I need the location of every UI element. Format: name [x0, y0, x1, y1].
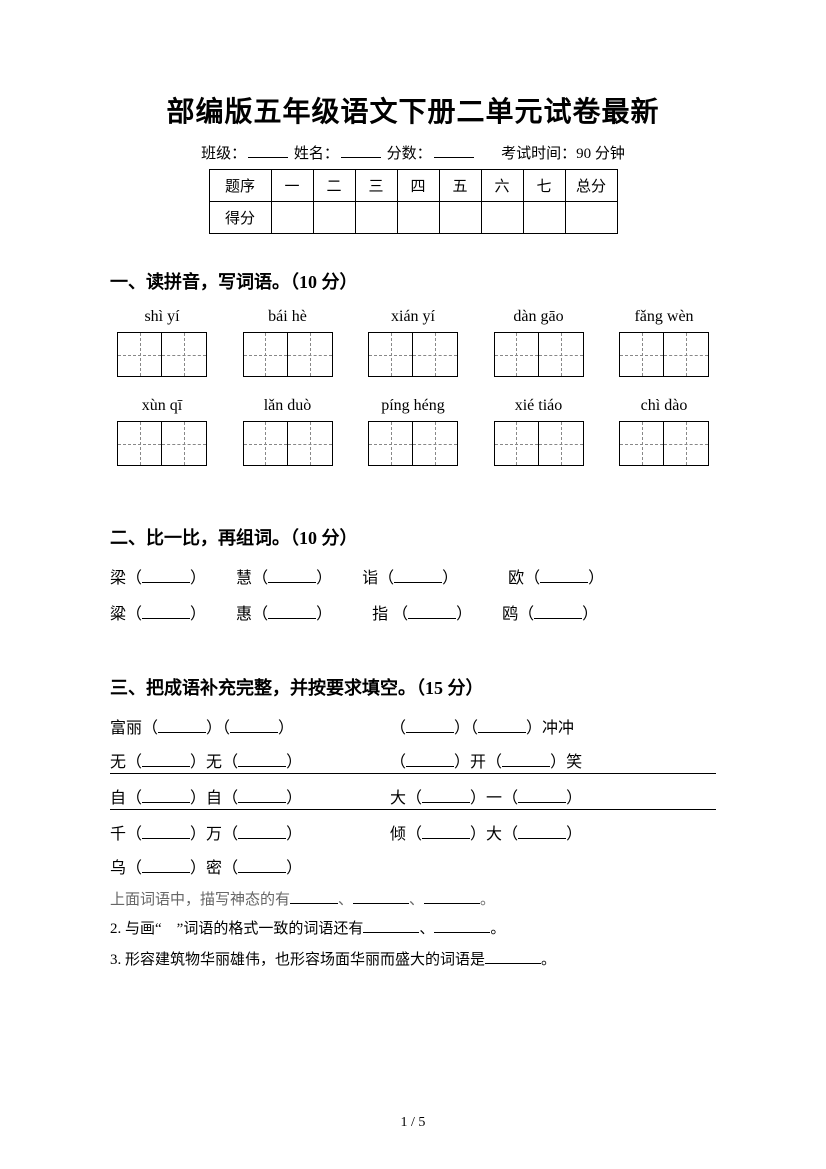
pinyin-row: xùn qī lǎn duò píng héng xié tiáo chì dà… — [110, 397, 716, 415]
pinyin: xùn qī — [110, 397, 214, 415]
score-rowlabel: 得分 — [209, 202, 271, 234]
section3-heading: 三、把成语补充完整，并按要求填空。（15 分） — [110, 674, 716, 700]
tianzige-row — [110, 421, 716, 466]
s2-item: 指 （） — [372, 600, 472, 624]
section1-heading: 一、读拼音，写词语。（10 分） — [110, 268, 716, 294]
tianzige — [288, 332, 333, 377]
score-col: 七 — [523, 170, 565, 202]
score-label: 分数： — [387, 146, 432, 162]
score-col: 三 — [355, 170, 397, 202]
tianzige — [539, 332, 584, 377]
tianzige — [243, 421, 288, 466]
tianzige — [619, 332, 664, 377]
pinyin-row: shì yí bái hè xián yí dàn gāo fǎng wèn — [110, 308, 716, 326]
pinyin: fǎng wèn — [612, 308, 716, 326]
score-cell — [523, 202, 565, 234]
s2-item: 鸥（） — [502, 600, 598, 624]
tianzige — [243, 332, 288, 377]
s2-item: 欧（） — [508, 564, 604, 588]
score-cell — [313, 202, 355, 234]
tianzige — [494, 421, 539, 466]
score-col: 一 — [271, 170, 313, 202]
name-label: 姓名： — [294, 146, 339, 162]
s3-q2: 2. 与画“ ”词语的格式一致的词语还有、。 — [110, 917, 716, 938]
s2-item: 惠（） — [236, 600, 332, 624]
score-cell — [481, 202, 523, 234]
score-col: 二 — [313, 170, 355, 202]
tianzige — [664, 421, 709, 466]
tianzige — [162, 332, 207, 377]
score-col: 六 — [481, 170, 523, 202]
tianzige — [619, 421, 664, 466]
tianzige — [664, 332, 709, 377]
score-cell — [565, 202, 617, 234]
score-hdr: 题序 — [209, 170, 271, 202]
pinyin: shì yí — [110, 308, 214, 326]
tianzige — [368, 421, 413, 466]
s3-q3: 3. 形容建筑物华丽雄伟，也形容场面华丽而盛大的词语是。 — [110, 948, 716, 969]
pinyin: dàn gāo — [487, 308, 591, 326]
score-cell — [355, 202, 397, 234]
pinyin: bái hè — [236, 308, 340, 326]
s2-row: 粱（） 惠（） 指 （） 鸥（） — [110, 600, 716, 624]
pinyin: lǎn duò — [236, 397, 340, 415]
score-cell — [271, 202, 313, 234]
pinyin: chì dào — [612, 397, 716, 415]
score-col: 四 — [397, 170, 439, 202]
tianzige — [494, 332, 539, 377]
s3-note: 上面词语中，描写神态的有、、。 — [110, 888, 716, 909]
s3-row: 富丽（）（） （）（）冲冲 — [110, 714, 716, 738]
tianzige — [117, 421, 162, 466]
s2-item: 慧（） — [236, 564, 332, 588]
tianzige — [368, 332, 413, 377]
tianzige-row — [110, 332, 716, 377]
score-col: 五 — [439, 170, 481, 202]
s3-row: 无（）无（） （）开（）笑 — [110, 748, 716, 774]
class-blank — [248, 143, 288, 158]
page-title: 部编版五年级语文下册二单元试卷最新 — [110, 90, 716, 130]
tianzige — [162, 421, 207, 466]
class-label: 班级： — [201, 146, 246, 162]
score-cell — [439, 202, 481, 234]
exam-time-label: 考试时间：90 分钟 — [501, 146, 625, 162]
page-number: 1 / 5 — [0, 1115, 826, 1131]
s3-row: 乌（）密（） — [110, 854, 716, 878]
pinyin: píng héng — [361, 397, 465, 415]
s2-item: 粱（） — [110, 600, 206, 624]
pinyin: xián yí — [361, 308, 465, 326]
name-blank — [341, 143, 381, 158]
s2-item: 诣（） — [362, 564, 458, 588]
section2-heading: 二、比一比，再组词。（10 分） — [110, 524, 716, 550]
s2-item: 梁（） — [110, 564, 206, 588]
score-cell — [397, 202, 439, 234]
tianzige — [288, 421, 333, 466]
tianzige — [413, 421, 458, 466]
score-table: 题序 一 二 三 四 五 六 七 总分 得分 — [209, 169, 618, 234]
score-total: 总分 — [565, 170, 617, 202]
pinyin: xié tiáo — [487, 397, 591, 415]
s3-row: 千（）万（） 倾（）大（） — [110, 820, 716, 844]
tianzige — [539, 421, 584, 466]
score-blank — [434, 143, 474, 158]
tianzige — [117, 332, 162, 377]
s3-row: 自（）自（） 大（）一（） — [110, 784, 716, 810]
s2-row: 梁（） 慧（） 诣（） 欧（） — [110, 564, 716, 588]
info-line: 班级： 姓名： 分数： 考试时间：90 分钟 — [110, 142, 716, 163]
tianzige — [413, 332, 458, 377]
